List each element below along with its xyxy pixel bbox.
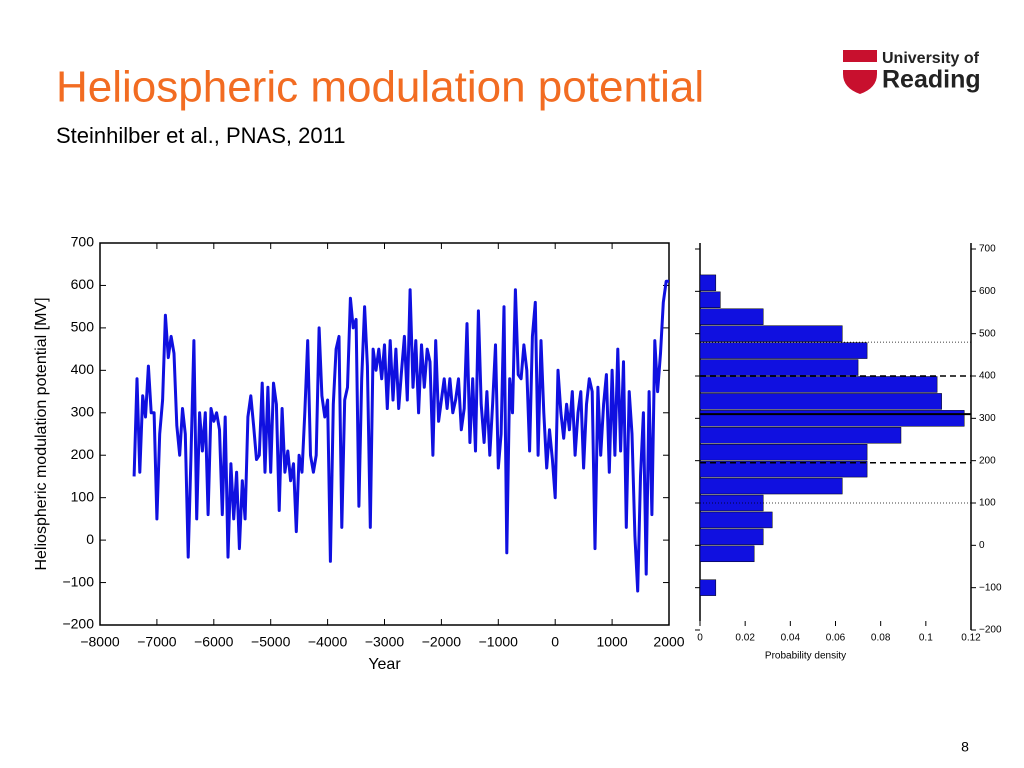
y-tick-label: 200 — [71, 446, 95, 462]
y-tick-label: 700 — [71, 234, 95, 250]
bar — [699, 410, 965, 427]
y-tick-label: 100 — [979, 498, 996, 509]
x-tick-label: −6000 — [194, 634, 234, 650]
x-tick-label: 0.06 — [826, 633, 846, 644]
y-tick-label: −100 — [979, 582, 1002, 593]
bar — [699, 528, 764, 546]
y-tick-label: 700 — [979, 244, 996, 255]
y-tick-label: 200 — [979, 455, 996, 466]
y-tick-label: 100 — [71, 488, 95, 504]
x-tick-label: −7000 — [137, 634, 177, 650]
bar — [699, 393, 942, 410]
y-tick-label: 400 — [71, 361, 95, 377]
x-tick-label: −5000 — [251, 634, 291, 650]
bar — [699, 308, 764, 325]
y-tick-label: 500 — [71, 319, 95, 335]
bar — [699, 427, 902, 444]
logo-text: University of — [882, 50, 980, 67]
logo-text: Reading — [882, 66, 981, 94]
x-tick-label: 0.12 — [961, 633, 981, 644]
x-axis-label: Year — [368, 656, 401, 673]
x-tick-label: 1000 — [597, 634, 628, 650]
x-tick-label: −4000 — [308, 634, 348, 650]
slide-subtitle: Steinhilber et al., PNAS, 2011 — [56, 123, 345, 148]
x-tick-label: 2000 — [653, 634, 684, 650]
x-tick-label: −3000 — [365, 634, 405, 650]
y-tick-label: −100 — [62, 573, 94, 589]
bar — [699, 291, 721, 309]
bar — [699, 579, 717, 596]
bar — [699, 443, 868, 461]
y-tick-label: 400 — [979, 371, 996, 382]
y-tick-label: 500 — [979, 328, 996, 339]
bar — [699, 376, 938, 393]
logo-shield — [843, 50, 877, 94]
logo-band — [843, 62, 877, 70]
y-tick-label: 0 — [979, 540, 985, 551]
bar — [699, 460, 868, 478]
bar — [699, 545, 755, 563]
x-tick-label: 0 — [697, 633, 703, 644]
y-tick-label: 0 — [86, 531, 94, 547]
y-tick-label: −200 — [979, 625, 1002, 636]
x-axis-label: Probability density — [765, 651, 846, 662]
y-axis-label: Heliospheric modulation potential [MV] — [33, 297, 50, 570]
y-tick-label: 600 — [979, 286, 996, 297]
x-tick-label: −8000 — [80, 634, 120, 650]
data-line — [132, 279, 669, 593]
bar — [699, 359, 859, 376]
slide-title: Heliospheric modulation potential — [56, 63, 704, 112]
bar — [699, 511, 773, 529]
bar — [699, 477, 843, 495]
x-tick-label: 0.1 — [919, 633, 933, 644]
x-tick-label: −1000 — [479, 634, 519, 650]
bar — [699, 274, 717, 292]
bar — [699, 342, 868, 359]
y-tick-label: 600 — [71, 276, 95, 292]
y-tick-label: 300 — [979, 413, 996, 424]
y-tick-label: 300 — [71, 403, 95, 419]
x-tick-label: 0 — [551, 634, 559, 650]
x-tick-label: 0.04 — [781, 633, 801, 644]
x-tick-label: 0.08 — [871, 633, 891, 644]
page-number: 8 — [961, 739, 969, 755]
x-tick-label: 0.02 — [735, 633, 755, 644]
logo: University of Reading — [843, 50, 981, 94]
bar — [699, 325, 843, 342]
x-tick-label: −2000 — [422, 634, 462, 650]
y-tick-label: −200 — [62, 616, 94, 632]
